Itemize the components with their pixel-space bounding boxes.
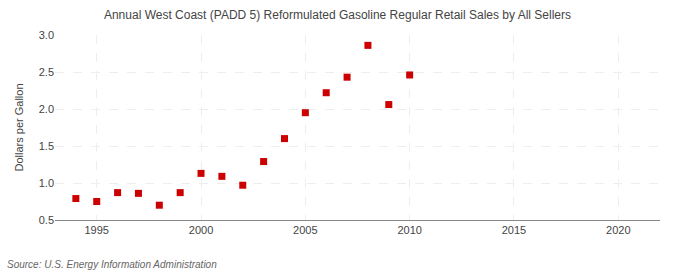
- svg-text:2.0: 2.0: [39, 103, 54, 115]
- svg-text:2005: 2005: [293, 224, 317, 236]
- svg-text:2000: 2000: [189, 224, 213, 236]
- svg-text:2.5: 2.5: [39, 66, 54, 78]
- svg-text:0.5: 0.5: [39, 214, 54, 226]
- svg-text:2010: 2010: [397, 224, 421, 236]
- svg-text:1.5: 1.5: [39, 140, 54, 152]
- svg-text:Dollars per Gallon: Dollars per Gallon: [13, 83, 25, 171]
- svg-text:Source: U.S. Energy Informatio: Source: U.S. Energy Information Administ…: [7, 259, 217, 270]
- svg-text:1.0: 1.0: [39, 177, 54, 189]
- svg-text:2015: 2015: [502, 224, 526, 236]
- svg-text:1995: 1995: [84, 224, 108, 236]
- svg-text:Annual West Coast (PADD 5) Ref: Annual West Coast (PADD 5) Reformulated …: [104, 8, 571, 22]
- svg-text:3.0: 3.0: [39, 29, 54, 41]
- svg-text:2020: 2020: [606, 224, 630, 236]
